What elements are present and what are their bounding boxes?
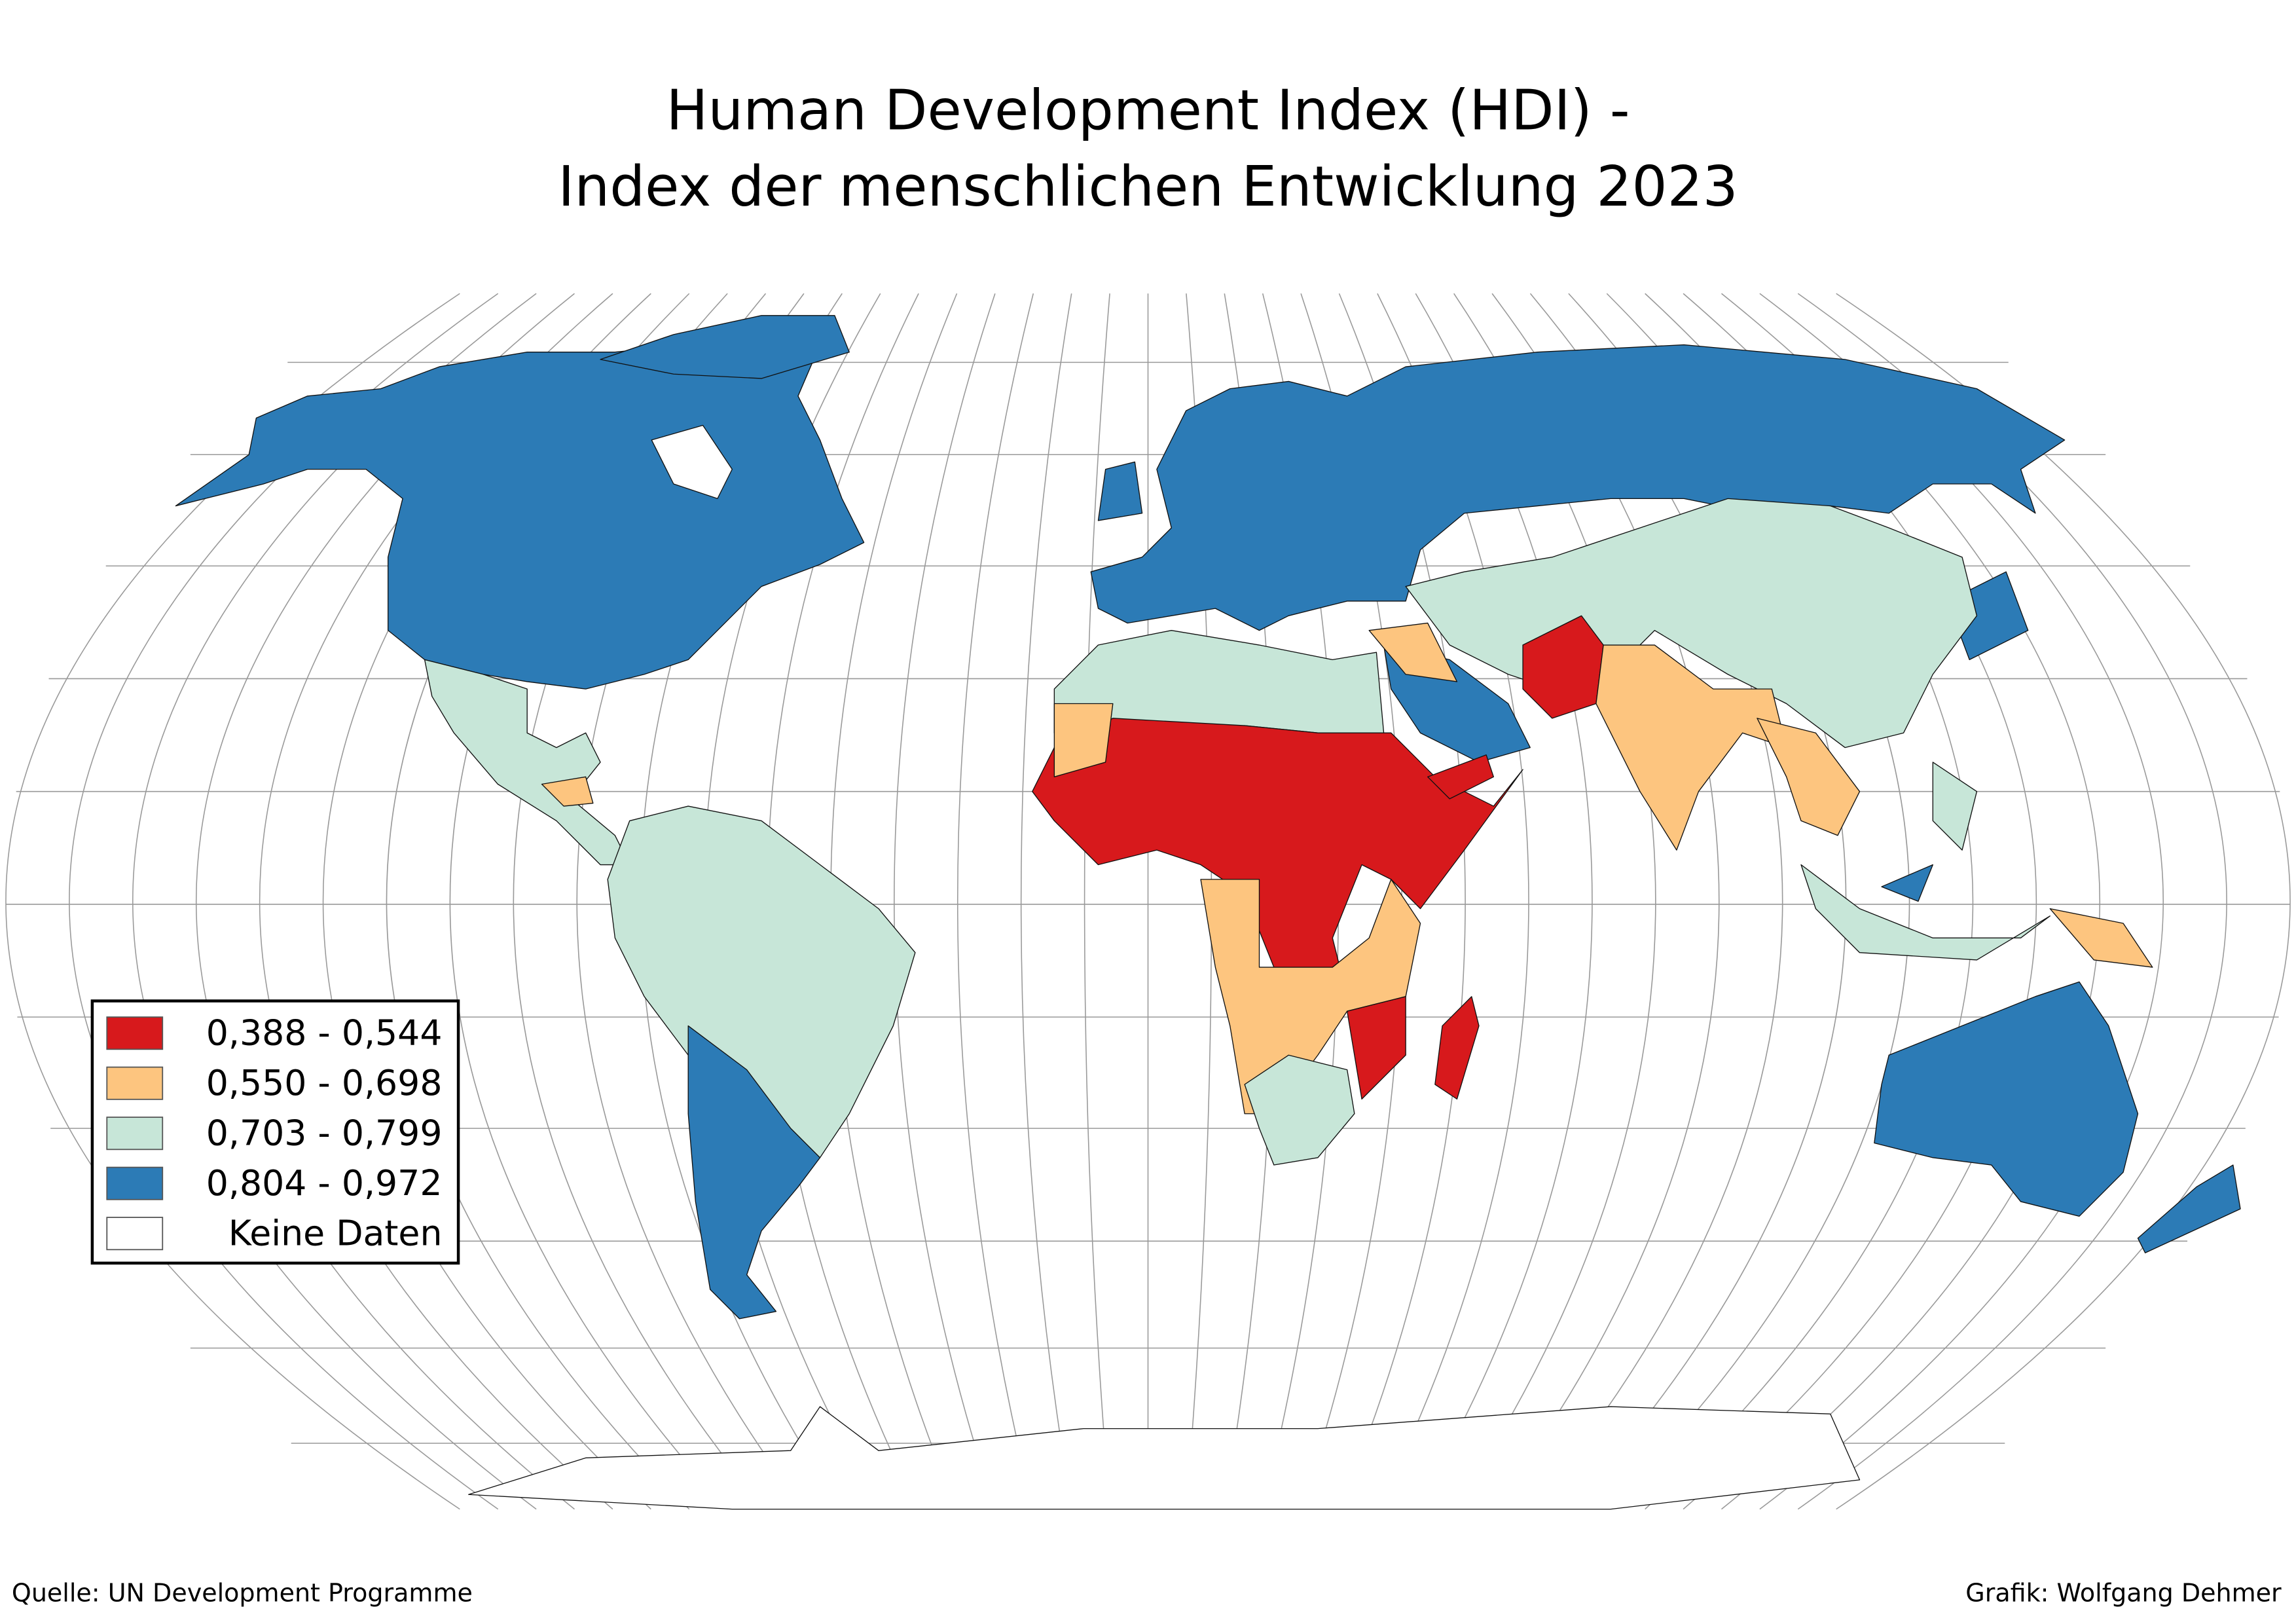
legend-label: 0,388 - 0,544	[206, 1012, 443, 1054]
legend-items: 0,388 - 0,544 0,550 - 0,698 0,703 - 0,799 0…	[106, 1012, 443, 1254]
source: Quelle: UN Development Programme	[12, 1579, 473, 1608]
region	[1932, 762, 1978, 851]
legend-swatch	[106, 1066, 164, 1100]
meridian	[1836, 293, 2291, 1510]
region	[651, 424, 733, 500]
region	[1427, 754, 1495, 800]
meridian	[196, 293, 575, 1510]
legend: 0,388 - 0,544 0,550 - 0,698 0,703 - 0,799 0…	[90, 999, 460, 1265]
meridian	[894, 293, 996, 1509]
meridian	[1084, 293, 1110, 1509]
region	[1097, 461, 1143, 521]
region	[2049, 908, 2153, 968]
legend-label: Keine Daten	[228, 1213, 443, 1254]
legend-swatch	[106, 1116, 164, 1151]
region	[1244, 1054, 1355, 1166]
meridian	[1020, 293, 1072, 1509]
region	[1881, 864, 1933, 902]
legend-swatch	[106, 1166, 164, 1200]
meridian	[132, 293, 537, 1510]
region	[1090, 344, 2066, 631]
meridian	[69, 293, 499, 1510]
title-line: Human Development Index (HDI) -	[666, 79, 1630, 143]
region	[1434, 996, 1480, 1100]
credit: Grafik: Wolfgang Dehmer	[1965, 1579, 2282, 1608]
region	[1595, 644, 1787, 851]
legend-swatch	[106, 1217, 164, 1251]
region	[2137, 1164, 2241, 1253]
meridian	[957, 293, 1034, 1509]
region	[1053, 703, 1114, 777]
countries	[175, 315, 2241, 1510]
region	[1368, 622, 1458, 682]
title-line: Index der menschlichen Entwicklung 2023	[558, 155, 1738, 219]
region	[175, 329, 865, 690]
region	[541, 776, 594, 807]
legend-label: 0,550 - 0,698	[206, 1062, 443, 1103]
legend-label: 0,703 - 0,799	[206, 1113, 443, 1154]
region	[1800, 864, 2050, 961]
region	[687, 1025, 821, 1320]
region	[424, 659, 630, 866]
legend-swatch	[106, 1016, 164, 1050]
region	[468, 1406, 1861, 1510]
region	[1032, 718, 1523, 997]
region	[1757, 718, 1861, 836]
legend-label: 0,804 - 0,972	[206, 1162, 443, 1204]
region	[1874, 981, 2139, 1217]
region	[600, 315, 850, 379]
region	[1347, 996, 1406, 1100]
